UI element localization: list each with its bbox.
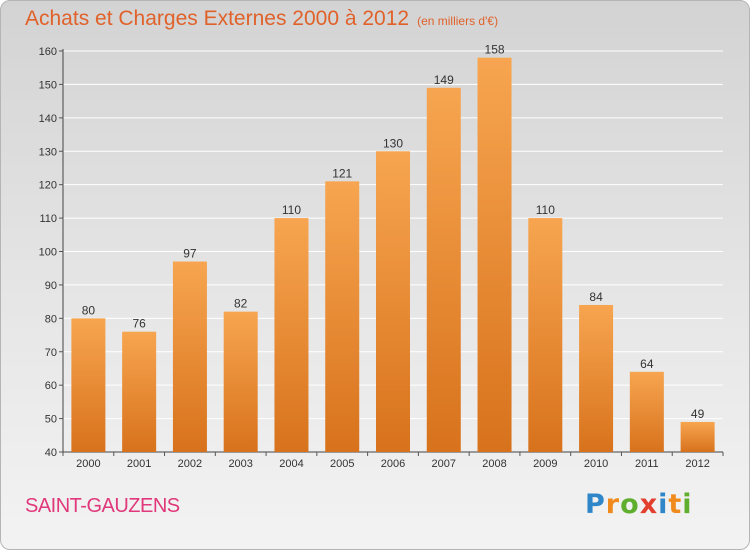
x-tick-label: 2002 — [178, 458, 202, 470]
logo-letter: o — [620, 489, 640, 520]
x-tick-label: 2010 — [584, 458, 608, 470]
logo-letter: t — [668, 489, 683, 520]
bar-value-label: 97 — [183, 247, 197, 261]
bar-value-label: 84 — [589, 290, 603, 304]
bar-value-label: 110 — [536, 203, 555, 217]
y-tick-label: 120 — [39, 180, 57, 192]
x-tick-label: 2003 — [228, 458, 252, 470]
bar-value-label: 149 — [434, 73, 454, 87]
chart-subtitle: (en milliers d'€) — [417, 14, 499, 28]
chart-title-text: Achats et Charges Externes 2000 à 2012 — [25, 7, 410, 30]
labels: 40 50 60 70 80 90 100 110 120 130 140 150 160 80 2000 7… — [39, 43, 710, 470]
logo-letter: i — [682, 489, 693, 520]
y-tick-label: 80 — [45, 313, 57, 325]
x-tick-label: 2011 — [635, 458, 659, 470]
x-tick-label: 2006 — [381, 458, 405, 470]
logo-letter: x — [639, 489, 659, 520]
x-tick-label: 2008 — [482, 458, 506, 470]
bar — [71, 318, 106, 452]
x-tick-label: 2012 — [685, 458, 709, 470]
x-tick-label: 2007 — [432, 458, 456, 470]
x-tick-label: 2005 — [330, 458, 354, 470]
bar-value-label: 49 — [691, 407, 705, 421]
y-tick-label: 100 — [39, 247, 57, 259]
bar — [680, 421, 715, 452]
chart-title: Achats et Charges Externes 2000 à 2012 (e… — [25, 7, 498, 31]
bar — [528, 218, 563, 452]
x-tick-label: 2004 — [279, 458, 303, 470]
logo-letter: i — [658, 489, 669, 520]
commune-name: SAINT-GAUZENS — [25, 495, 180, 517]
bar — [172, 261, 207, 452]
bar-value-label: 121 — [332, 166, 352, 180]
logo-letter: r — [605, 489, 621, 520]
bar-value-label: 80 — [82, 303, 96, 317]
bar — [579, 304, 614, 452]
bars — [71, 57, 715, 452]
bar-value-label: 64 — [640, 357, 654, 371]
proxiti-logo: Proxiti — [585, 489, 693, 520]
y-tick-label: 70 — [45, 347, 57, 359]
y-tick-label: 130 — [39, 146, 57, 158]
y-tick-label: 90 — [45, 280, 57, 292]
bar — [426, 87, 461, 452]
bar-value-label: 158 — [485, 43, 505, 57]
bar — [376, 151, 410, 452]
bar — [122, 331, 157, 452]
bar — [274, 218, 309, 452]
y-tick-label: 50 — [45, 414, 57, 426]
bar — [325, 181, 360, 452]
y-tick-label: 140 — [39, 113, 57, 125]
bar — [477, 57, 512, 452]
bar — [223, 311, 258, 452]
y-tick-label: 160 — [39, 46, 57, 58]
bar-value-label: 82 — [234, 297, 248, 311]
x-tick-label: 2000 — [76, 458, 100, 470]
x-tick-label: 2009 — [533, 458, 557, 470]
logo-letter: P — [585, 489, 606, 520]
y-tick-label: 60 — [45, 380, 57, 392]
x-tick-label: 2001 — [127, 458, 151, 470]
y-tick-label: 110 — [39, 213, 57, 225]
bar-value-label: 76 — [132, 317, 146, 331]
bar-value-label: 130 — [383, 136, 403, 150]
bar — [629, 371, 664, 452]
y-tick-label: 150 — [39, 79, 57, 91]
y-tick-label: 40 — [45, 447, 57, 459]
bar-value-label: 110 — [282, 203, 301, 217]
